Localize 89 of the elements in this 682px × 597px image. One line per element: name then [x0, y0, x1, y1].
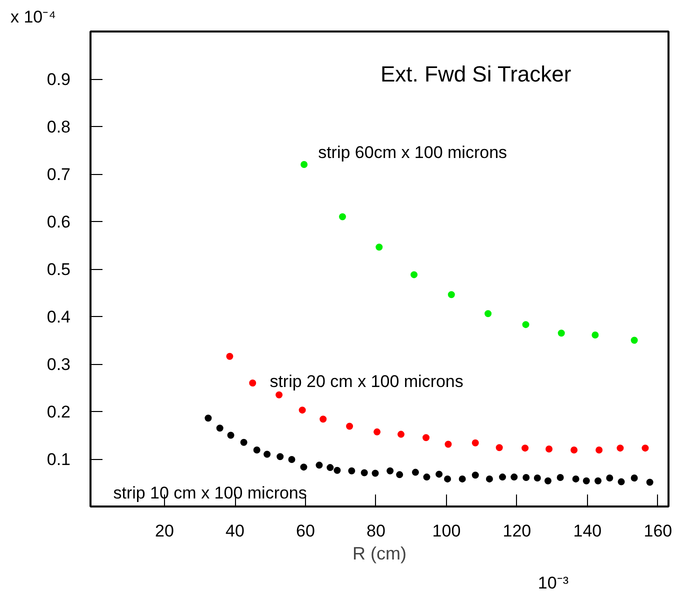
point [572, 475, 580, 482]
point [472, 472, 479, 479]
point [249, 380, 256, 386]
point [630, 474, 638, 482]
y-tick-label: 0.1 [46, 450, 71, 469]
x-tick-label: 100 [432, 522, 461, 540]
point [616, 444, 624, 452]
point [556, 474, 564, 482]
point [510, 474, 518, 481]
point [618, 478, 625, 486]
x-tick-label: 60 [296, 522, 315, 540]
point [458, 475, 466, 482]
point [227, 432, 234, 439]
y-tick-label: 0.7 [46, 165, 71, 184]
point [606, 474, 614, 482]
point [288, 456, 296, 463]
point [412, 468, 419, 476]
point [436, 470, 443, 478]
point [484, 310, 492, 318]
x-tick-label: 40 [226, 522, 244, 540]
point [386, 467, 394, 474]
point [596, 446, 603, 454]
point [204, 414, 212, 422]
point [334, 466, 341, 474]
point [423, 474, 430, 481]
y-tick-label: 0.6 [46, 212, 71, 232]
point [472, 439, 479, 446]
y-tick-label: 0.4 [46, 308, 71, 326]
point [582, 477, 590, 484]
point [316, 462, 323, 469]
point [216, 424, 224, 432]
point [646, 478, 654, 486]
point [486, 475, 493, 482]
point [360, 469, 368, 476]
point [558, 330, 565, 337]
y-tick-label: 0.9 [46, 70, 71, 89]
x-tick-label: 80 [366, 522, 386, 540]
point [226, 352, 234, 360]
point [396, 471, 404, 478]
point [326, 464, 334, 472]
point [522, 474, 530, 482]
point [422, 434, 430, 442]
point [300, 161, 308, 168]
point [376, 244, 383, 251]
point [300, 464, 308, 471]
point [592, 332, 599, 339]
point [570, 446, 578, 454]
x-tick-label: 120 [502, 522, 532, 540]
point [594, 477, 602, 484]
point [522, 321, 530, 328]
y-tick-label: 0.5 [46, 260, 71, 279]
y-tick-label: 0.3 [46, 355, 71, 374]
point [499, 474, 506, 481]
point [444, 440, 452, 448]
point [546, 446, 553, 453]
point [298, 406, 306, 414]
x-tick-label: 140 [573, 522, 602, 540]
point [276, 391, 283, 398]
point [346, 422, 354, 430]
series-label: strip 20 cm x 100 microns [270, 372, 464, 391]
point [522, 444, 529, 452]
point [448, 291, 455, 298]
point [534, 474, 541, 482]
point [240, 438, 248, 446]
point [253, 446, 260, 454]
series-label: strip 60cm x 100 microns [318, 143, 508, 162]
point [276, 453, 284, 460]
x-tick-label: 20 [155, 522, 174, 540]
y-tick-label: 0.8 [46, 118, 71, 136]
point [372, 470, 379, 477]
point [320, 416, 327, 423]
point [410, 271, 418, 278]
point [630, 336, 638, 344]
y-tick-label: 0.2 [46, 402, 71, 422]
x-tick-label: 160 [644, 522, 672, 540]
point [398, 430, 404, 438]
point [348, 467, 356, 474]
point [444, 475, 452, 482]
legend-label: strip 10 cm x 100 microns [113, 484, 307, 503]
text: Ext. Fwd Si Tracker [380, 62, 572, 86]
point [264, 450, 271, 458]
point [544, 477, 552, 484]
x-axis-title: R (cm) [352, 544, 406, 564]
point [374, 428, 381, 436]
text: x 10⁻⁴ [10, 8, 56, 26]
text: 10⁻³ [538, 574, 569, 592]
point [642, 444, 649, 452]
point [496, 444, 503, 452]
point [338, 213, 346, 220]
